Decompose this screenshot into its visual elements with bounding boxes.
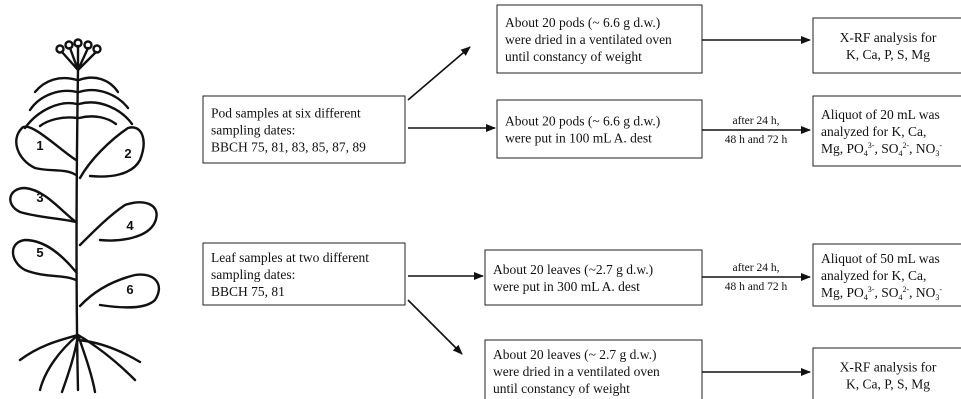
box-text: About 20 leaves (~2.7 g d.w.) [493,262,653,277]
leaf-number: 2 [124,146,131,161]
superscript: - [939,141,942,150]
step-box [497,100,702,158]
leaf-number: 4 [126,218,134,233]
diagram: 1 2 3 4 5 6 Pod samples at six different sampl… [0,0,961,399]
box-text: About 20 pods (~ 6.6 g d.w.) [505,15,660,30]
timing-label: 48 h and 72 h [725,281,788,293]
box-text: Leaf samples at two different [211,250,369,265]
leaf-number: 5 [36,245,43,260]
timing-label: 48 h and 72 h [725,134,788,146]
analysis-box [813,18,961,73]
box-text: were dried in a ventilated oven [493,364,660,379]
text-part: Mg, PO [821,285,864,300]
box-text: About 20 pods (~ 6.6 g d.w.) [505,114,660,129]
box-text: sampling dates: [211,267,295,282]
box-text: were dried in a ventilated oven [505,32,672,47]
subscript: 4 [864,293,868,302]
box-text: sampling dates: [211,123,295,138]
text-part: , NO [909,141,935,156]
box-text: X-RF analysis for [840,360,937,375]
box-text: analyzed for K, Ca, [821,124,926,139]
arrow [408,47,470,100]
box-text: Aliquot of 50 mL was [821,251,940,266]
plant-drawing [10,40,159,393]
box-text: K, Ca, P, S, Mg [846,47,930,62]
leaf-number: 6 [126,282,133,297]
box-text: X-RF analysis for [840,30,937,45]
box-text: K, Ca, P, S, Mg [846,377,930,392]
subscript: 4 [898,149,902,158]
leaf-number: 3 [36,190,43,205]
box-text: until constancy of weight [505,49,642,64]
timing-label: after 24 h, [733,115,780,127]
step-box [485,250,702,305]
box-text: Mg, PO43-, SO42-, NO3- [821,285,942,302]
text-part: , SO [874,141,898,156]
box-text: were put in 300 mL A. dest [493,279,640,294]
subscript: 3 [935,149,939,158]
subscript: 4 [898,293,902,302]
text-part: , NO [909,285,935,300]
text-part: , SO [874,285,898,300]
timing-label: after 24 h, [733,262,780,274]
box-text: About 20 leaves (~ 2.7 g d.w.) [493,347,657,362]
text-part: Mg, PO [821,141,864,156]
superscript: - [939,285,942,294]
subscript: 3 [935,293,939,302]
box-text: analyzed for K, Ca, [821,268,926,283]
box-text: Aliquot of 20 mL was [821,107,940,122]
subscript: 4 [864,149,868,158]
box-text: Pod samples at six different [211,106,361,121]
box-text: Mg, PO43-, SO42-, NO3- [821,141,942,158]
arrow [408,300,462,354]
flow: Pod samples at six different sampling dat… [203,5,961,399]
leaf-number: 1 [36,138,43,153]
box-text: BBCH 75, 81 [211,284,285,299]
box-text: until constancy of weight [493,381,630,396]
box-text: were put in 100 mL A. dest [505,131,652,146]
box-text: BBCH 75, 81, 83, 85, 87, 89 [211,140,366,155]
